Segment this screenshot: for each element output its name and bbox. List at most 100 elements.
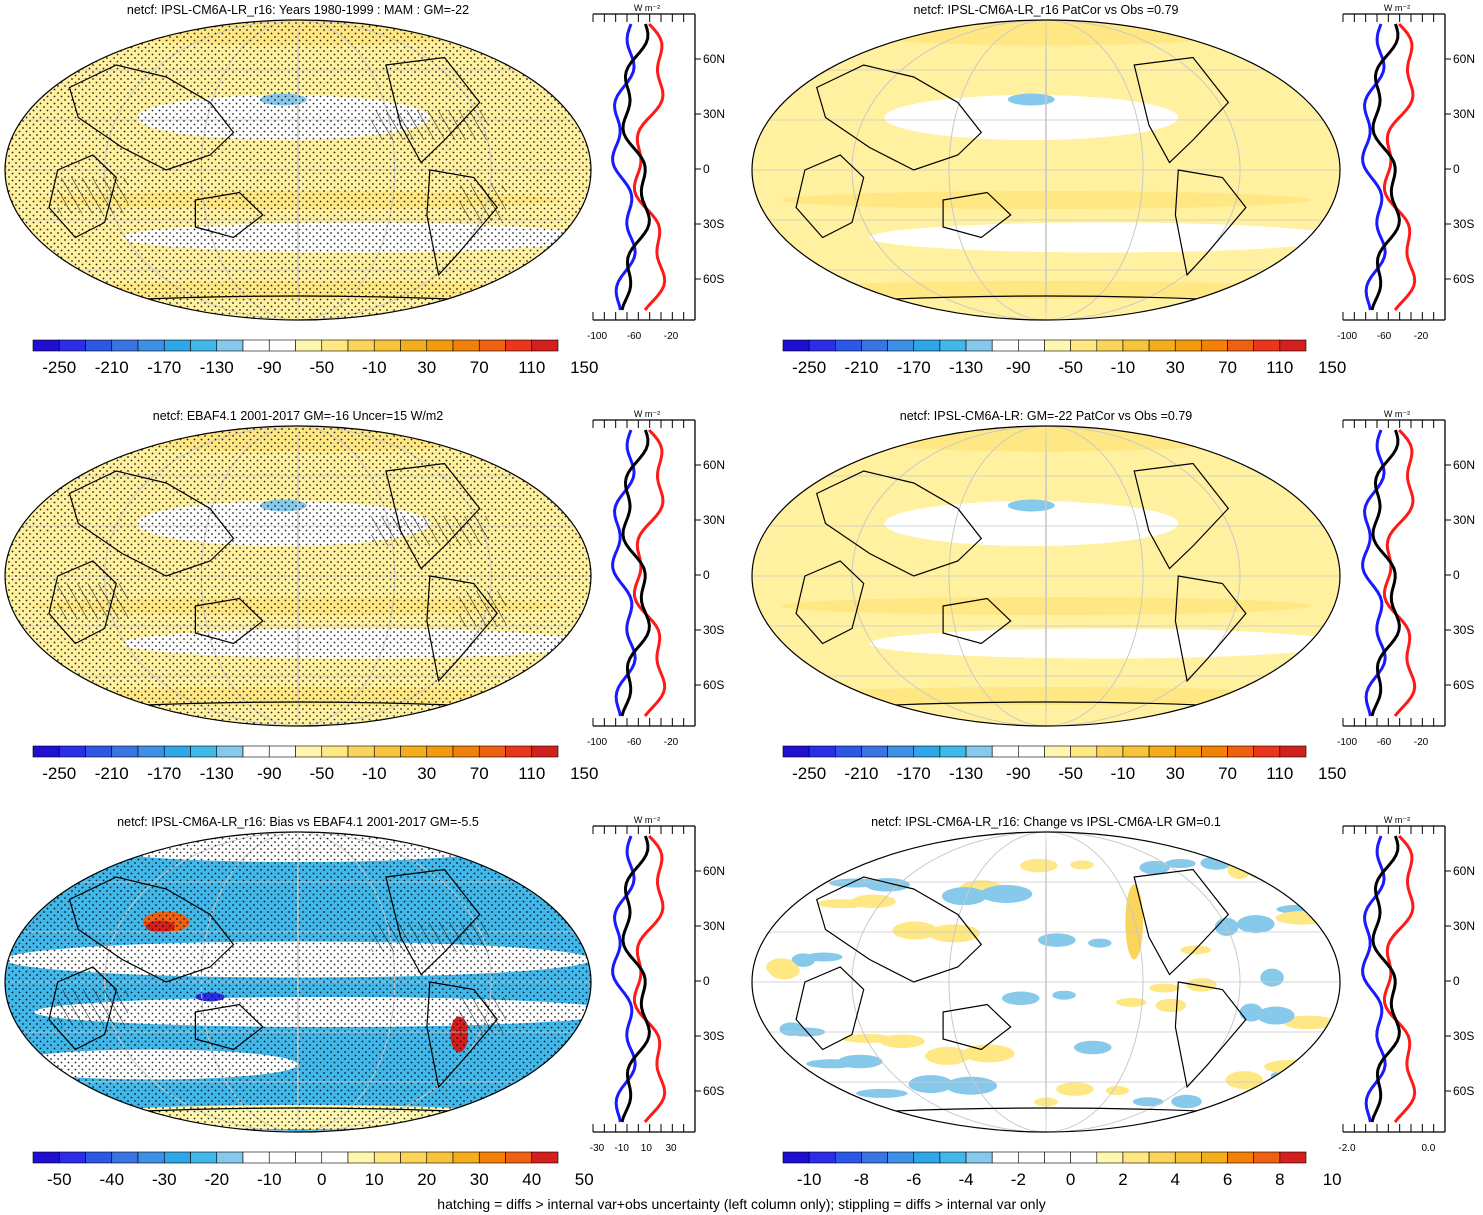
colorbar-swatch (163, 339, 191, 352)
colorbar-label: -30 (152, 1170, 177, 1189)
colorbar-label: -170 (147, 764, 181, 783)
colorbar-swatch (1201, 745, 1228, 758)
colorbar-swatch (1148, 745, 1176, 758)
profile-units: W m⁻² (634, 409, 660, 419)
profile-x-label: -100 (587, 737, 607, 748)
colorbar-swatch (452, 339, 480, 352)
profile-units: W m⁻² (634, 815, 660, 825)
profile-x-label: -20 (664, 737, 679, 748)
colorbar-swatch (1174, 339, 1202, 352)
colorbar-label: 150 (1318, 764, 1346, 783)
coastline (942, 1003, 1012, 1051)
hatching-overlay (57, 583, 129, 620)
profile-x-label: -20 (1414, 331, 1429, 342)
colorbar-swatch (295, 339, 323, 352)
colorbar-label: 110 (1266, 358, 1293, 377)
colorbar-label: 30 (417, 764, 436, 783)
profile-lat-label: 60N (703, 458, 725, 472)
profile-curve (632, 22, 667, 311)
colorbar-label: 70 (1218, 358, 1237, 377)
profile-panel-6: W m⁻² 60N 30N 0 30S 60S -2.0 0.0 (1338, 815, 1475, 1154)
colorbar-label: -130 (949, 764, 983, 783)
colorbar-label: -170 (897, 764, 931, 783)
colorbar-swatch (426, 745, 454, 758)
colorbar-swatch (505, 339, 533, 352)
profile-x-label: 10 (641, 1143, 653, 1154)
colorbar-swatch (1148, 1151, 1176, 1164)
profile-curve (1361, 23, 1387, 311)
colorbar-swatch (782, 339, 810, 352)
colorbar-swatch (32, 1151, 60, 1164)
profile-curve (611, 429, 637, 717)
profile-lat-label: 60N (1453, 52, 1475, 66)
colorbar-swatch (190, 1151, 218, 1164)
profile-lat-label: 30N (1453, 919, 1475, 933)
colorbar-label: -90 (1006, 358, 1031, 377)
colorbar-label: 10 (1323, 1170, 1342, 1189)
colorbar-swatch (268, 745, 296, 758)
panel-title: netcf: IPSL-CM6A-LR_r16: Years 1980-1999… (127, 3, 469, 17)
colorbar-swatch (1148, 339, 1176, 352)
colorbar-swatch (1227, 339, 1255, 352)
colorbar-label: -130 (949, 358, 983, 377)
colorbar-swatch (478, 745, 506, 758)
colorbar-swatch (1227, 745, 1255, 758)
map-frame (751, 425, 1341, 727)
profile-lat-label: 60N (1453, 864, 1475, 878)
colorbar-swatch (321, 1151, 349, 1164)
colorbar-swatch (426, 1151, 454, 1164)
colorbar-label: 30 (470, 1170, 489, 1189)
profile-x-label: -60 (627, 737, 642, 748)
profile-panel-5: W m⁻² 60N 30N 0 30S 60S -30 -10 10 30 (590, 815, 725, 1154)
colorbar-label: -8 (854, 1170, 869, 1189)
colorbar-swatch (1044, 339, 1071, 352)
map-panel-2: netcf: IPSL-CM6A-LR_r16 PatCor vs Obs =0… (751, 3, 1346, 377)
profile-lat-label: 30S (703, 623, 724, 637)
colorbar-label: 70 (1218, 764, 1237, 783)
hatching-overlay (371, 110, 489, 140)
profile-curve (620, 23, 651, 311)
colorbar-swatch (163, 745, 191, 758)
colorbar-label: -50 (1058, 358, 1083, 377)
colorbar-swatch (426, 339, 454, 352)
profile-curve (1370, 429, 1401, 717)
profile-x-label: -100 (1337, 737, 1357, 748)
colorbar-swatch (1279, 1151, 1307, 1164)
coastline (795, 154, 865, 239)
profile-lat-label: 30S (1453, 623, 1474, 637)
panel-title: netcf: IPSL-CM6A-LR_r16 PatCor vs Obs =0… (913, 3, 1178, 17)
colorbar-swatch (452, 1151, 480, 1164)
map-field (5, 426, 591, 726)
colorbar-swatch (1096, 1151, 1124, 1164)
colorbar-swatch (1096, 745, 1124, 758)
colorbar-swatch (137, 745, 165, 758)
colorbar-label: -250 (792, 764, 826, 783)
colorbar-swatch (505, 1151, 533, 1164)
colorbar-swatch (373, 339, 401, 352)
profile-x-label: -30 (590, 1143, 605, 1154)
colorbar-swatch (808, 1151, 836, 1164)
colorbar-swatch (478, 339, 506, 352)
map-field (752, 426, 1340, 726)
colorbar-swatch (111, 745, 139, 758)
figure-svg: netcf: IPSL-CM6A-LR_r16: Years 1980-1999… (4, 3, 1475, 1189)
stippling-overlay (5, 20, 591, 320)
coastline (1133, 462, 1230, 570)
colorbar-swatch (400, 339, 428, 352)
profile-panel-2: W m⁻² 60N 30N 0 30S 60S -100 -60 -20 (1337, 3, 1475, 342)
colorbar-label: -90 (257, 764, 282, 783)
colorbar-swatch (1018, 339, 1045, 352)
colorbar-swatch (190, 745, 218, 758)
profile-lat-label: 60S (1453, 678, 1474, 692)
profile-x-label: -60 (627, 331, 642, 342)
profile-lat-label: 30N (1453, 513, 1475, 527)
colorbar-label: -10 (362, 764, 387, 783)
colorbar-swatch (531, 1151, 559, 1164)
colorbar-swatch (808, 339, 836, 352)
colorbar-swatch (1096, 339, 1124, 352)
profile-lat-label: 30N (703, 107, 725, 121)
colorbar-swatch (913, 339, 941, 352)
colorbar-swatch (531, 339, 559, 352)
colorbar-swatch (190, 339, 218, 352)
colorbar-label: -170 (897, 358, 931, 377)
